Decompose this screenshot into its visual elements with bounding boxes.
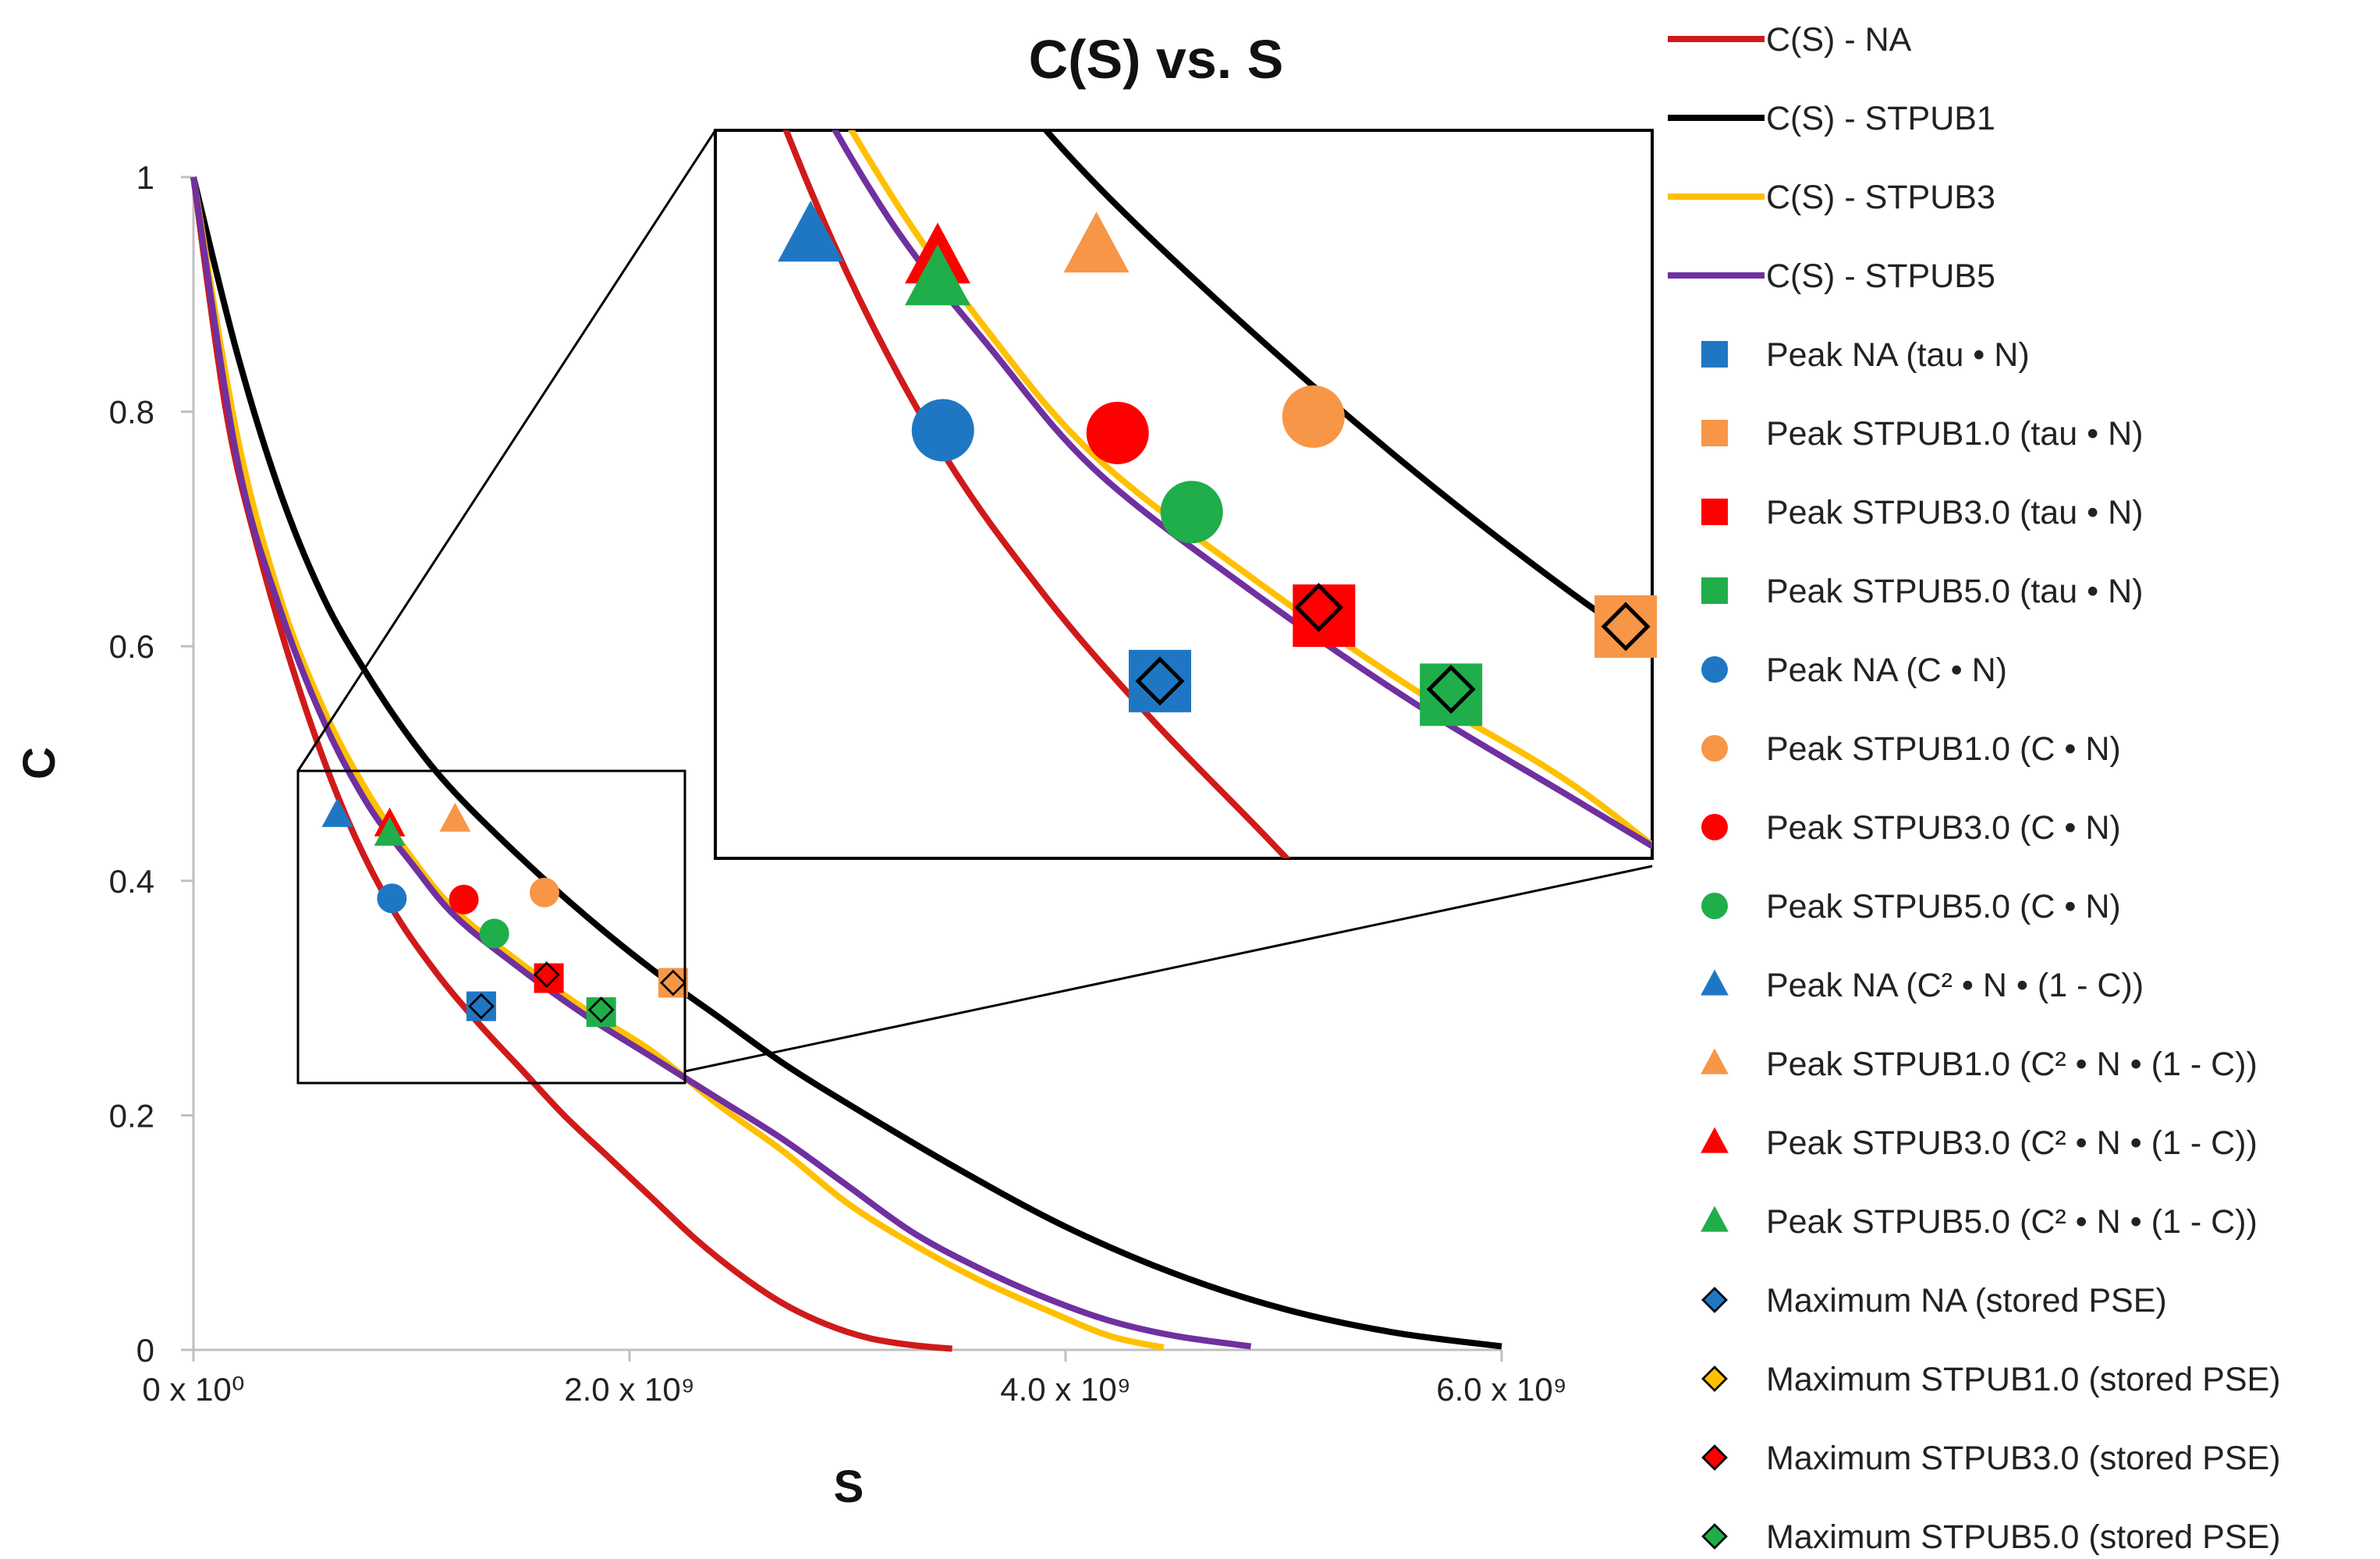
y-ticks: 0 0.2 0.4 0.6 0.8 1 <box>109 159 193 1369</box>
marker-maximum-stpub3-0-stored-pse <box>533 961 560 988</box>
legend-label: Maximum STPUB3.0 (stored PSE) <box>1766 1440 2281 1477</box>
legend-swatch-peak-stpub5-0-c-n <box>1701 893 1728 919</box>
legend-label: Peak STPUB1.0 (tau • N) <box>1766 415 2143 453</box>
legend-swatch-maximum-na-stored-pse <box>1701 1287 1728 1313</box>
inset-marker-peak-na-c2-n-1-c <box>778 201 844 262</box>
legend-label: Peak STPUB1.0 (C • N) <box>1766 730 2121 768</box>
y-tick-label: 1 <box>137 159 154 196</box>
x-ticks: 0 x 10⁰ 2.0 x 10⁹ 4.0 x 10⁹ 6.0 x 10⁹ <box>142 1350 1567 1408</box>
zoom-connector-bottom <box>684 865 1653 1073</box>
legend-label: Peak NA (tau • N) <box>1766 336 2030 374</box>
legend-swatch-maximum-stpub5-0-stored-pse <box>1701 1523 1728 1550</box>
legend-label: Maximum STPUB1.0 (stored PSE) <box>1766 1361 2281 1398</box>
inset-marker-peak-na-c-n <box>911 399 974 462</box>
legend-swatch-peak-stpub5-0-c2-n-1-c <box>1701 1206 1729 1232</box>
chart-title: C(S) vs. S <box>1029 29 1284 90</box>
main-markers <box>321 797 688 1028</box>
marker-peak-na-c-n <box>377 883 407 914</box>
inset-series-c-s-na <box>782 130 1291 858</box>
legend-label: Maximum NA (stored PSE) <box>1766 1282 2167 1319</box>
legend-swatch-peak-stpub1-0-tau-n <box>1701 420 1728 446</box>
inset-marker-maximum-stpub1-0-stored-pse <box>1601 602 1651 652</box>
legend-swatch-peak-stpub1-0-c-n <box>1701 735 1728 762</box>
legend-swatch-peak-stpub3-0-tau-n <box>1701 499 1728 525</box>
inset-marker-peak-stpub1-0-c-n <box>1282 385 1345 448</box>
zoom-connector-top <box>296 130 717 772</box>
legend-label: Peak NA (C • N) <box>1766 652 2007 689</box>
x-tick-label: 2.0 x 10⁹ <box>564 1371 694 1408</box>
legend-swatch-peak-stpub3-0-c2-n-1-c <box>1701 1127 1729 1153</box>
legend-label: C(S) - STPUB5 <box>1766 257 1995 295</box>
legend: C(S) - NA C(S) - STPUB1 C(S) - STPUB3 C(S) … <box>1668 21 2281 1556</box>
y-tick-label: 0.6 <box>109 628 154 665</box>
inset-series-c-s-stpub1 <box>1041 130 1652 653</box>
zoom-inset <box>296 129 1658 1085</box>
y-tick-label: 0 <box>137 1332 154 1369</box>
y-tick-label: 0.2 <box>109 1097 154 1134</box>
legend-label: C(S) - STPUB3 <box>1766 179 1995 216</box>
y-axis-title: C <box>14 747 65 780</box>
x-tick-label: 6.0 x 10⁹ <box>1436 1371 1566 1408</box>
legend-label: Peak STPUB3.0 (tau • N) <box>1766 494 2143 531</box>
marker-maximum-stpub5-0-stored-pse <box>587 996 615 1024</box>
inset-marker-peak-stpub1-0-c2-n-1-c <box>1063 211 1130 273</box>
legend-label: Peak STPUB1.0 (C² • N • (1 - C)) <box>1766 1046 2258 1083</box>
main-plot: 0 0.2 0.4 0.6 0.8 1 0 x 10⁰ 2.0 x 10⁹ 4.0 x 10⁹… <box>109 159 1567 1408</box>
legend-label: C(S) - NA <box>1766 21 1912 59</box>
y-tick-label: 0.8 <box>109 394 154 431</box>
inset-marker-maximum-stpub5-0-stored-pse <box>1426 664 1476 714</box>
inset-marker-maximum-stpub3-0-stored-pse <box>1293 582 1344 633</box>
x-tick-label: 0 x 10⁰ <box>142 1371 244 1408</box>
legend-swatch-maximum-stpub1-0-stored-pse <box>1701 1365 1728 1392</box>
x-axis-title: S <box>834 1461 864 1512</box>
legend-swatch-maximum-stpub3-0-stored-pse <box>1701 1444 1728 1471</box>
inset-marker-peak-stpub5-0-c-n <box>1160 481 1223 544</box>
legend-swatch-peak-na-tau-n <box>1701 341 1728 368</box>
legend-swatch-peak-na-c2-n-1-c <box>1701 969 1729 996</box>
inset-series-c-s-stpub3 <box>847 130 1652 850</box>
legend-swatch-peak-stpub1-0-c2-n-1-c <box>1701 1048 1729 1074</box>
x-tick-label: 4.0 x 10⁹ <box>1000 1371 1130 1408</box>
zoom-region-box <box>296 769 686 1085</box>
inset-series <box>782 130 1652 858</box>
marker-peak-stpub1-0-c2-n-1-c <box>439 802 471 832</box>
marker-peak-stpub5-0-c2-n-1-c <box>374 816 406 846</box>
inset-marker-peak-stpub3-0-c-n <box>1086 401 1149 464</box>
marker-maximum-stpub1-0-stored-pse <box>659 969 686 996</box>
legend-swatch-peak-na-c-n <box>1701 656 1728 683</box>
marker-peak-stpub5-0-c-n <box>479 918 509 949</box>
series-c-s-stpub3 <box>190 176 1165 1351</box>
inset-series-c-s-stpub5 <box>831 130 1652 850</box>
marker-peak-stpub3-0-c-n <box>449 884 479 914</box>
marker-peak-na-c2-n-1-c <box>321 797 353 827</box>
y-tick-label: 0.4 <box>109 863 154 900</box>
legend-label: Peak STPUB5.0 (C • N) <box>1766 888 2121 925</box>
series-c-s-stpub1 <box>190 176 1502 1350</box>
legend-swatch-peak-stpub3-0-c-n <box>1701 814 1728 840</box>
inset-marker-maximum-na-stored-pse <box>1135 656 1185 706</box>
legend-label: Peak STPUB3.0 (C • N) <box>1766 809 2121 847</box>
inset-markers <box>778 201 1658 726</box>
legend-label: Peak STPUB5.0 (tau • N) <box>1766 573 2143 610</box>
marker-peak-stpub1-0-c-n <box>529 877 559 907</box>
legend-label: C(S) - STPUB1 <box>1766 100 1995 137</box>
legend-label: Peak NA (C² • N • (1 - C)) <box>1766 967 2144 1004</box>
marker-maximum-na-stored-pse <box>468 993 495 1020</box>
legend-swatch-peak-stpub5-0-tau-n <box>1701 577 1728 604</box>
inset-marker-peak-stpub5-0-c2-n-1-c <box>904 244 970 306</box>
legend-label: Maximum STPUB5.0 (stored PSE) <box>1766 1518 2281 1556</box>
legend-label: Peak STPUB3.0 (C² • N • (1 - C)) <box>1766 1124 2258 1162</box>
legend-label: Peak STPUB5.0 (C² • N • (1 - C)) <box>1766 1203 2258 1241</box>
